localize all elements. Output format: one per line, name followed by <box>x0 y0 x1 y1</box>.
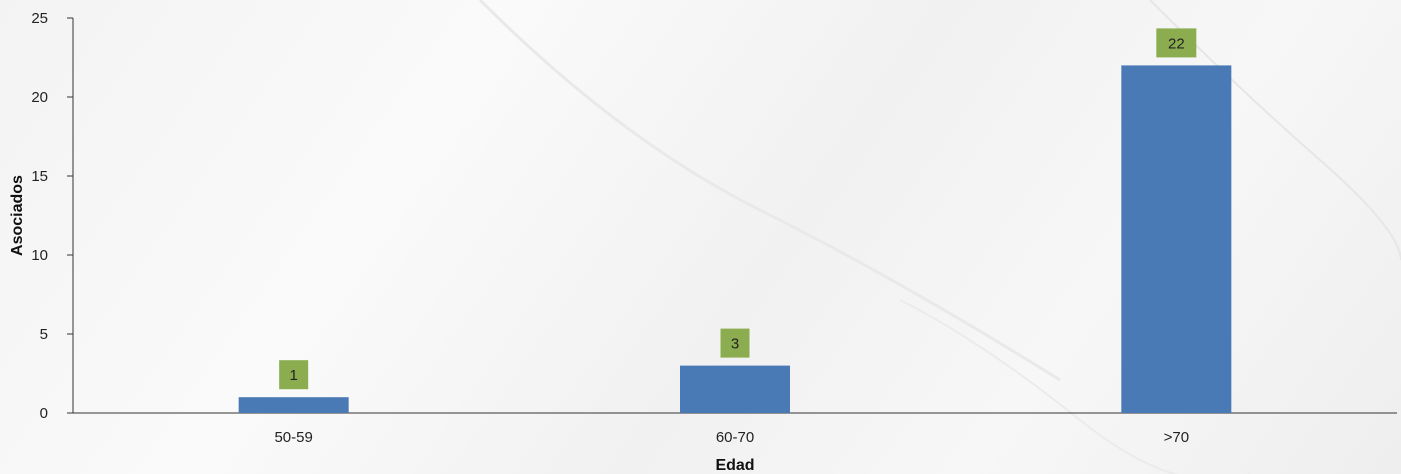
data-label-text: 3 <box>731 336 739 353</box>
data-label: 1 <box>279 360 309 390</box>
data-label-text: 22 <box>1168 35 1185 52</box>
bar <box>1121 65 1232 414</box>
y-tick-label: 15 <box>31 168 48 185</box>
data-label-text: 1 <box>289 367 297 384</box>
x-axis-ticks: 50-59 60-70 >70 <box>274 429 1189 446</box>
y-axis-ticks: 0 5 10 15 20 25 <box>31 10 73 422</box>
data-label: 3 <box>720 328 750 358</box>
data-label-box <box>279 360 309 390</box>
x-tick-label: >70 <box>1164 429 1189 446</box>
x-tick-label: 60-70 <box>716 429 754 446</box>
y-tick-label: 25 <box>31 10 48 27</box>
bar <box>680 365 790 413</box>
chart-background-texture <box>478 0 1401 474</box>
y-tick-label: 20 <box>31 89 48 106</box>
bars-group <box>238 65 1232 414</box>
y-tick-label: 10 <box>31 247 48 264</box>
bar <box>238 397 349 413</box>
data-labels-group: 1 3 22 <box>279 28 1197 390</box>
data-label: 22 <box>1156 28 1197 58</box>
x-tick-label: 50-59 <box>274 429 312 446</box>
data-label-box <box>1156 28 1197 58</box>
x-axis-title: Edad <box>715 457 754 474</box>
data-label-box <box>720 328 750 358</box>
y-tick-label: 5 <box>40 326 48 343</box>
y-tick-label: 0 <box>40 405 48 422</box>
y-axis-title: Asociados <box>9 175 26 256</box>
